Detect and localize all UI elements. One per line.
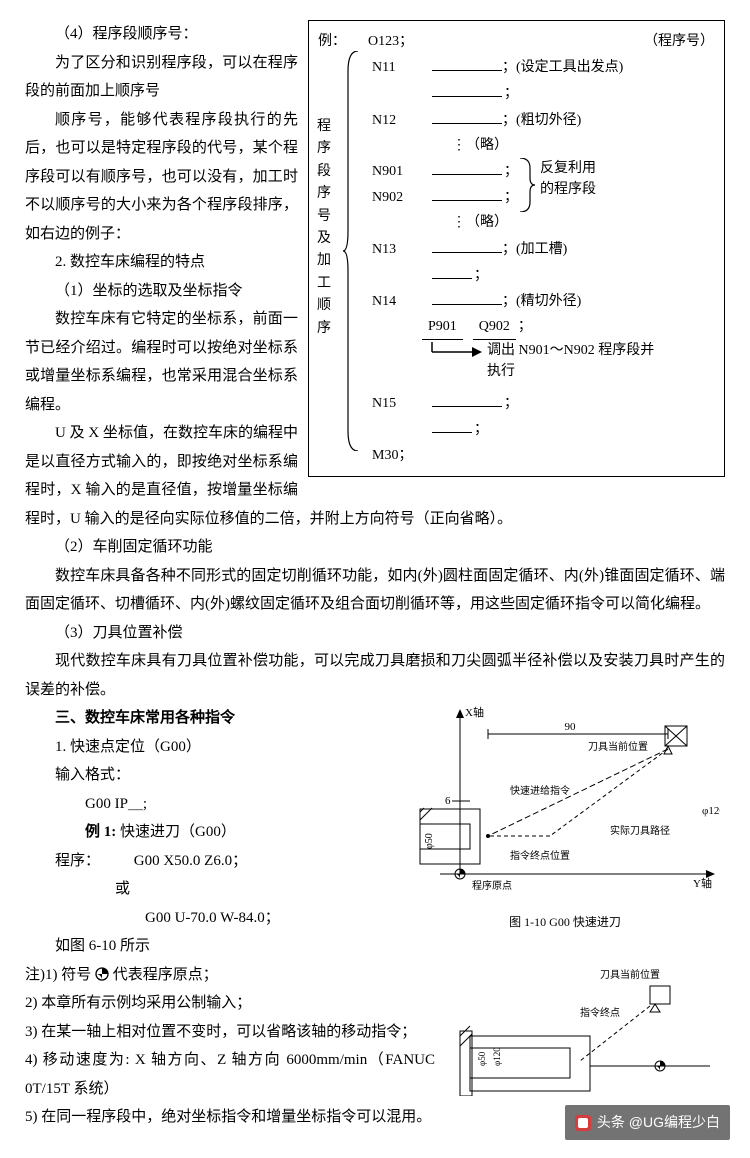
seq-n13: N13 xyxy=(372,237,432,262)
seq-n11: N11 xyxy=(372,55,432,80)
svg-text:φ120: φ120 xyxy=(702,805,720,817)
seq-n902: N902 xyxy=(372,185,432,210)
ellipsis-1: ⋮（略） xyxy=(452,133,508,158)
para-11: 现代数控车床具有刀具位置补偿功能，可以完成刀具磨损和刀尖圆弧半径补偿以及安装刀具… xyxy=(25,647,725,704)
svg-text:程序原点: 程序原点 xyxy=(472,879,512,892)
p16b: G00 X50.0 Z6.0； xyxy=(104,853,247,869)
side-9: 序 xyxy=(317,318,335,340)
svg-text:φ120: φ120 xyxy=(492,1046,502,1065)
seq-n12-note: ；(粗切外径) xyxy=(502,108,581,133)
side-0: 程 xyxy=(317,116,335,138)
watermark-text: 头条 @UG编程少白 xyxy=(597,1109,720,1136)
seq-n14-note: ；(精切外径) xyxy=(502,289,581,314)
call-note: 调出 N901～N902 程序段并执行 xyxy=(487,340,667,382)
side-4: 号 xyxy=(317,206,335,228)
p16: 程序： xyxy=(55,853,100,869)
svg-text:φ50: φ50 xyxy=(477,1051,487,1066)
svg-text:90: 90 xyxy=(565,721,577,733)
origin-icon xyxy=(95,967,109,981)
fig1-yaxis: Y轴 xyxy=(693,876,712,890)
svg-text:快速进给指令: 快速进给指令 xyxy=(510,784,570,797)
svg-text:刀具当前位置: 刀具当前位置 xyxy=(588,740,648,753)
p15b: 快速进刀（G00） xyxy=(116,824,236,840)
reuse-label-2: 的程序段 xyxy=(540,179,596,200)
call-q902: Q902 xyxy=(473,314,516,340)
svg-text:指令终点: 指令终点 xyxy=(580,1006,620,1019)
para-9: 数控车床具备各种不同形式的固定切削循环功能，如内(外)圆柱面固定循环、内(外)锥… xyxy=(25,562,725,619)
toutiao-icon xyxy=(575,1115,591,1131)
side-8: 顺 xyxy=(317,295,335,317)
svg-text:指令终点位置: 指令终点位置 xyxy=(510,849,570,862)
seq-n14: N14 xyxy=(372,289,432,314)
prog-no: O123； xyxy=(368,29,438,54)
watermark: 头条 @UG编程少白 xyxy=(565,1105,730,1140)
example-box: 例： O123； （程序号） N11 ；(设定工具出发点) ； N12 ；(粗切… xyxy=(308,20,725,477)
side-3: 序 xyxy=(317,183,335,205)
svg-text:φ50: φ50 xyxy=(424,833,435,849)
p15: 例 1: xyxy=(85,824,116,840)
seq-n11-note: ；(设定工具出发点) xyxy=(502,55,623,80)
side-5: 及 xyxy=(317,228,335,250)
p19: 如图 6-10 所示 xyxy=(25,932,725,961)
fig1-caption: 图 1-10 G00 快速进刀 xyxy=(405,911,725,934)
seq-n12: N12 xyxy=(372,108,432,133)
seq-n13-note: ；(加工槽) xyxy=(502,237,567,262)
svg-text:实际刀具路径: 实际刀具路径 xyxy=(610,824,670,837)
ellipsis-2: ⋮（略） xyxy=(452,210,508,235)
side-7: 工 xyxy=(317,273,335,295)
fig1-xaxis: X轴 xyxy=(465,705,484,719)
para-10: （3）刀具位置补偿 xyxy=(25,619,725,648)
svg-text:6: 6 xyxy=(445,795,451,807)
prog-note: （程序号） xyxy=(644,29,714,54)
call-p901: P901 xyxy=(422,314,463,340)
seq-m30: M30； xyxy=(372,443,432,468)
seq-n15: N15 xyxy=(372,391,432,416)
reuse-label-1: 反复利用 xyxy=(540,158,596,179)
side-1: 序 xyxy=(317,138,335,160)
svg-text:刀具当前位置: 刀具当前位置 xyxy=(600,968,660,981)
figure-2: 刀具当前位置 指令终点 φ50 φ120 xyxy=(445,966,725,1104)
seq-n901: N901 xyxy=(372,159,432,184)
side-6: 加 xyxy=(317,250,335,272)
para-8: （2）车削固定循环功能 xyxy=(25,533,725,562)
side-2: 段 xyxy=(317,161,335,183)
figure-1-10: X轴 Y轴 90 6 φ120 φ50 刀具当前位置 快速进给指 xyxy=(405,704,725,934)
